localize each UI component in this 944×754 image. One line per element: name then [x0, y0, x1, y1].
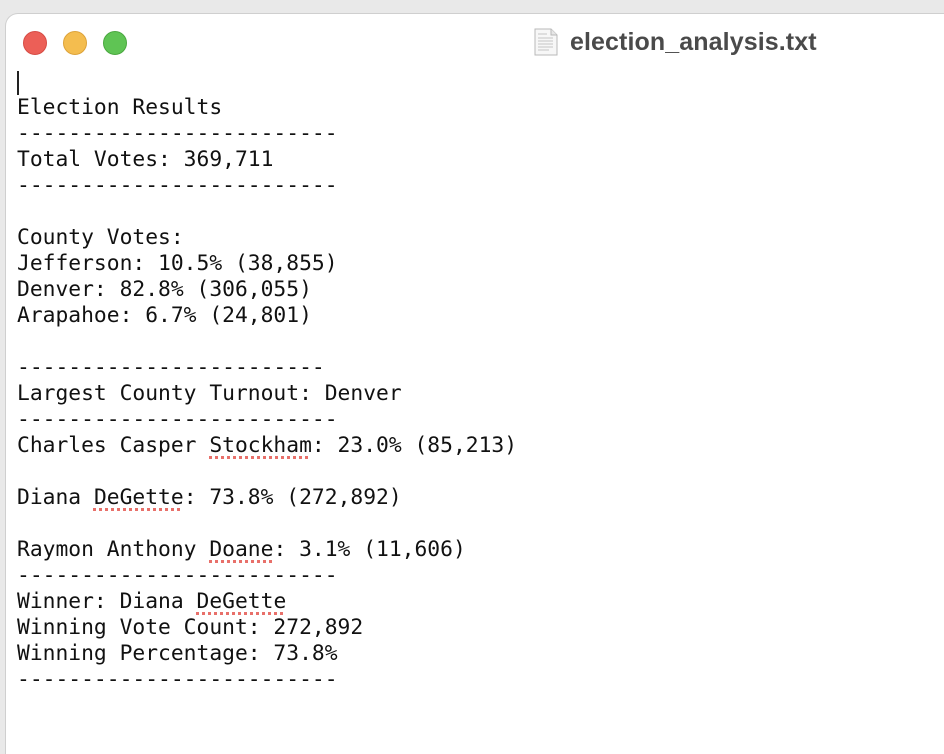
text-editor-window: election_analysis.txt Election Results --… [6, 14, 944, 754]
document-line: ------------------------- [17, 563, 338, 588]
document-line [17, 329, 517, 355]
title-bar[interactable]: election_analysis.txt [6, 14, 944, 70]
document-line: ------------------------- [17, 173, 338, 198]
document-line: Winning Vote Count: 272,892 [17, 615, 364, 640]
document-line: Denver: 82.8% (306,055) [17, 277, 312, 302]
spellcheck-flagged-word[interactable]: Stockham [209, 433, 312, 458]
close-button[interactable] [23, 31, 47, 55]
document-line [17, 511, 517, 537]
document-line [17, 199, 517, 225]
spellcheck-flagged-word[interactable]: DeGette [93, 485, 184, 510]
document-line: ------------------------- [17, 121, 338, 146]
text-document-icon [534, 28, 558, 56]
spellcheck-flagged-word[interactable]: DeGette [196, 589, 287, 614]
document-line: Jefferson: 10.5% (38,855) [17, 251, 338, 276]
document-line: ------------------------- [17, 407, 338, 432]
document-line: Total Votes: 369,711 [17, 147, 274, 172]
window-title: election_analysis.txt [570, 27, 817, 56]
document-line: Largest County Turnout: Denver [17, 381, 402, 406]
document-line: ------------------------ [17, 355, 325, 380]
document-text-area[interactable]: Election Results ------------------------… [17, 95, 517, 693]
document-line: ------------------------- [17, 667, 338, 692]
document-line: Raymon Anthony Doane: 3.1% (11,606) [17, 537, 466, 562]
window-title-group: election_analysis.txt [534, 26, 817, 58]
text-cursor [17, 71, 19, 95]
document-line: Charles Casper Stockham: 23.0% (85,213) [17, 433, 518, 458]
document-line: County Votes: [17, 225, 184, 250]
document-line: Winner: Diana DeGette [17, 589, 287, 614]
document-line [17, 459, 517, 485]
zoom-button[interactable] [103, 31, 127, 55]
document-line: Diana DeGette: 73.8% (272,892) [17, 485, 402, 510]
minimize-button[interactable] [63, 31, 87, 55]
document-line: Winning Percentage: 73.8% [17, 641, 338, 666]
document-line: Arapahoe: 6.7% (24,801) [17, 303, 312, 328]
spellcheck-flagged-word[interactable]: Doane [209, 537, 274, 562]
document-line: Election Results [17, 95, 223, 120]
